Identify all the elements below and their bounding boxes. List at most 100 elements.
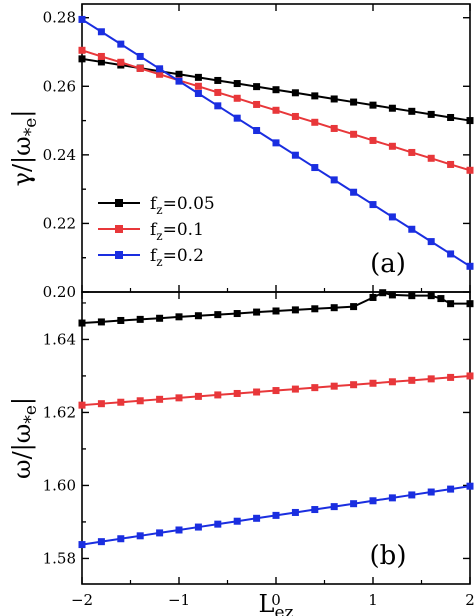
- ytick-label-a-0: 0.20: [43, 283, 76, 301]
- data-point-b-1-15: [369, 379, 377, 387]
- data-point-b-2-4: [156, 529, 164, 537]
- data-point-a-1-12: [311, 118, 319, 126]
- data-point-a-0-17: [408, 107, 416, 115]
- data-point-b-1-17: [408, 376, 416, 384]
- data-point-a-2-11: [291, 151, 299, 159]
- data-point-b-2-13: [330, 503, 338, 511]
- data-point-a-1-4: [156, 70, 164, 78]
- data-point-a-0-7: [214, 76, 222, 84]
- data-point-a-2-15: [369, 201, 377, 209]
- ytick-label-b-0: 1.58: [43, 549, 76, 567]
- data-point-b-1-1: [97, 400, 105, 408]
- data-point-a-2-10: [272, 139, 280, 147]
- data-point-b-0-4: [156, 314, 164, 322]
- data-point-b-2-6: [194, 523, 202, 531]
- data-point-b-0-9: [253, 308, 261, 316]
- plot-frame-a: [81, 3, 471, 293]
- data-point-a-2-12: [311, 164, 319, 172]
- plot-frame-b: [81, 291, 471, 585]
- y-axis-title-a: γ/|ω*e|: [8, 110, 41, 187]
- data-point-a-1-18: [427, 154, 435, 162]
- data-point-b-2-19: [447, 485, 455, 493]
- data-point-a-2-4: [156, 65, 164, 73]
- data-point-b-1-3: [136, 397, 144, 405]
- xtick-label-3: 1: [368, 591, 378, 609]
- data-point-b-0-3: [136, 315, 144, 323]
- data-point-b-0-2: [117, 316, 125, 324]
- data-point-a-2-16: [388, 213, 396, 221]
- xtick-label-4: 2: [465, 591, 474, 609]
- data-point-b-1-14: [350, 381, 358, 389]
- legend-marker-2: [115, 251, 123, 259]
- data-point-b-0-15: [369, 293, 377, 301]
- data-point-a-0-19: [447, 113, 455, 121]
- data-point-b-1-5: [175, 394, 183, 402]
- data-point-b-2-7: [214, 520, 222, 528]
- data-point-b-0-5: [175, 313, 183, 321]
- data-point-b-0-6: [194, 312, 202, 320]
- data-point-a-1-6: [194, 82, 202, 90]
- data-point-b-1-19: [447, 373, 455, 381]
- data-point-a-0-8: [233, 80, 241, 88]
- data-point-b-2-1: [97, 538, 105, 546]
- ytick-label-b-2: 1.62: [43, 403, 76, 421]
- data-point-a-0-20: [466, 117, 474, 125]
- xtick-label-2: 0: [271, 591, 281, 609]
- xtick-label-0: −2: [71, 591, 93, 609]
- legend-label-0: fz=0.05: [150, 194, 215, 217]
- ytick-label-a-1: 0.22: [43, 214, 76, 232]
- y-axis-title-b: ω/|ω*e|: [8, 397, 41, 479]
- data-point-a-1-13: [330, 124, 338, 132]
- data-point-b-0-0: [78, 319, 86, 327]
- data-point-a-2-8: [233, 114, 241, 122]
- data-point-b-0-17: [388, 291, 396, 299]
- legend-label-1: fz=0.1: [150, 220, 204, 243]
- data-point-b-2-14: [350, 500, 358, 508]
- data-point-a-0-18: [427, 110, 435, 118]
- data-point-b-2-9: [253, 514, 261, 522]
- data-point-a-0-14: [350, 98, 358, 106]
- data-point-b-0-16: [379, 289, 387, 297]
- data-point-a-1-16: [388, 142, 396, 150]
- data-point-a-0-15: [369, 101, 377, 109]
- panel-label-a: (a): [370, 249, 406, 279]
- data-point-b-1-8: [233, 389, 241, 397]
- data-point-a-0-5: [175, 70, 183, 78]
- data-point-b-2-18: [427, 488, 435, 496]
- data-point-a-2-1: [97, 28, 105, 36]
- data-point-b-2-5: [175, 526, 183, 534]
- data-point-b-2-17: [408, 491, 416, 499]
- data-point-a-0-1: [97, 58, 105, 66]
- ytick-label-b-1: 1.60: [43, 476, 76, 494]
- legend-label-2: fz=0.2: [150, 246, 204, 269]
- data-point-a-1-15: [369, 136, 377, 144]
- data-point-b-1-0: [78, 401, 86, 409]
- data-point-b-2-8: [233, 517, 241, 525]
- data-point-a-0-13: [330, 95, 338, 103]
- data-point-b-2-10: [272, 511, 280, 519]
- panel-label-b: (b): [370, 541, 407, 571]
- data-point-a-1-11: [291, 112, 299, 120]
- data-point-b-2-16: [388, 494, 396, 502]
- data-point-b-1-11: [291, 385, 299, 393]
- data-point-b-0-7: [214, 311, 222, 319]
- data-point-a-2-6: [194, 89, 202, 97]
- data-point-a-2-3: [136, 52, 144, 60]
- data-point-a-0-11: [291, 89, 299, 97]
- data-point-a-0-9: [253, 83, 261, 91]
- data-point-a-0-12: [311, 92, 319, 100]
- ytick-label-a-2: 0.24: [43, 146, 76, 164]
- data-point-a-0-6: [194, 73, 202, 81]
- data-point-b-2-20: [466, 482, 474, 490]
- data-point-a-1-1: [97, 52, 105, 60]
- ytick-label-b-3: 1.64: [43, 330, 76, 348]
- data-point-b-0-20: [437, 295, 445, 303]
- data-point-b-0-18: [408, 292, 416, 300]
- data-point-a-1-10: [272, 106, 280, 114]
- legend-marker-1: [115, 225, 123, 233]
- legend-marker-0: [115, 199, 123, 207]
- data-point-a-2-9: [253, 127, 261, 135]
- data-point-b-1-13: [330, 382, 338, 390]
- data-point-b-2-12: [311, 506, 319, 514]
